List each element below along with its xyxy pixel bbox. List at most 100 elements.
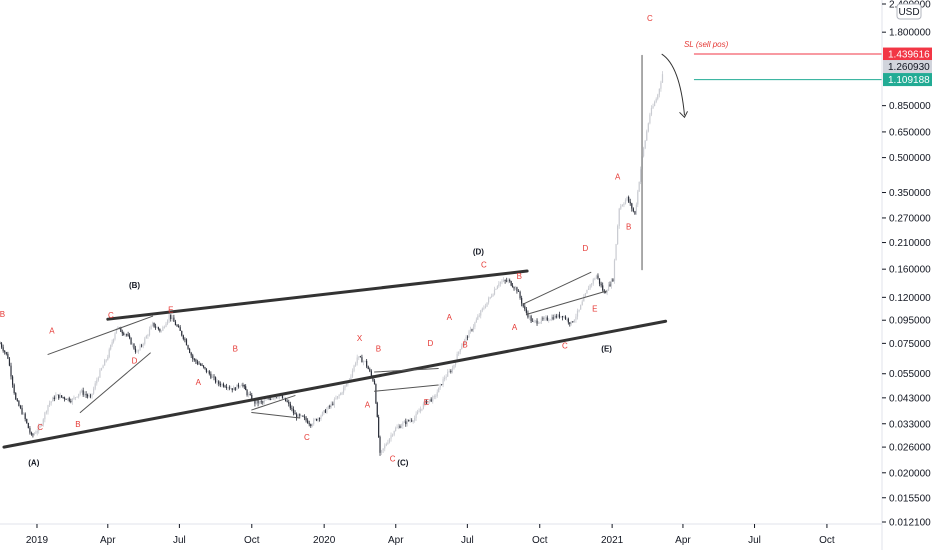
- candle-body: [47, 405, 49, 412]
- candle-body: [228, 387, 230, 389]
- candle-body: [620, 206, 622, 209]
- y-tick-label: 0.020000: [889, 468, 931, 479]
- candle-body: [10, 365, 12, 377]
- wave-label: B: [626, 222, 631, 231]
- x-axis[interactable]: 2019 Apr Jul Oct 2020 Apr Jul Oct 2021 Apr Jul Oct: [26, 524, 835, 546]
- candle-body: [587, 288, 590, 290]
- candle-body: [586, 289, 588, 294]
- candle-body: [327, 406, 329, 409]
- candle-body: [218, 381, 220, 384]
- y-tick-label: 0.055000: [889, 369, 931, 380]
- wave-label: (C): [397, 459, 408, 468]
- candle-body: [55, 394, 57, 399]
- candle-body: [602, 285, 604, 291]
- arrow-head: [679, 111, 688, 119]
- wave-label: A: [365, 400, 371, 409]
- candle-body: [450, 371, 452, 372]
- candle-body: [184, 338, 186, 340]
- candle-body: [246, 390, 248, 396]
- currency-badge[interactable]: USD: [896, 3, 922, 20]
- candle-body: [299, 414, 301, 416]
- candle-body: [242, 384, 244, 386]
- candle-body: [573, 319, 575, 323]
- candle-body: [584, 293, 586, 297]
- candle-body: [265, 399, 267, 401]
- candle-body: [86, 395, 89, 397]
- x-tick-label: Jul: [461, 535, 474, 546]
- wave-label: C: [481, 260, 487, 269]
- candle-body: [300, 415, 302, 417]
- candle-body: [598, 278, 601, 284]
- candle-body: [425, 400, 428, 404]
- candle-body: [308, 423, 310, 425]
- candle-body: [542, 318, 544, 320]
- candle-body: [403, 421, 405, 423]
- pattern-layer: [2, 53, 688, 449]
- candle-body: [5, 352, 7, 354]
- candle-body: [488, 298, 490, 303]
- candle-body: [408, 420, 410, 422]
- candle-body: [230, 388, 232, 390]
- trend-line: [374, 384, 439, 392]
- wave-label: A: [49, 326, 55, 335]
- candle-body: [329, 406, 331, 407]
- trend-line: [2, 319, 668, 449]
- trend-line: [374, 368, 439, 373]
- candle-body: [506, 280, 508, 282]
- candle-body: [58, 394, 60, 399]
- candle-body: [427, 400, 429, 404]
- candle-body: [375, 384, 377, 404]
- y-tick-label: 0.043000: [889, 393, 931, 404]
- candle-body: [338, 394, 340, 397]
- candle-body: [591, 283, 593, 285]
- candle-body: [393, 430, 395, 435]
- candle-body: [292, 409, 295, 414]
- candle-body: [589, 284, 591, 289]
- candle-body: [179, 327, 181, 331]
- price-tag-label: 1.109188: [888, 75, 930, 86]
- candle-body: [578, 309, 580, 311]
- candle-body: [24, 413, 26, 420]
- candle-body: [356, 357, 358, 364]
- projection-arrow: [661, 53, 686, 116]
- candle-body: [528, 316, 531, 318]
- candle-body: [144, 338, 146, 344]
- candle-body: [99, 370, 101, 378]
- candle-body: [631, 203, 633, 209]
- candle-body: [424, 400, 426, 404]
- candle-body: [418, 411, 420, 413]
- wave-label: X: [357, 334, 363, 343]
- candle-body: [359, 356, 361, 358]
- candle-body: [286, 401, 288, 402]
- x-tick-label: Oct: [819, 535, 835, 546]
- candle-body: [605, 292, 607, 294]
- candle-body: [623, 203, 625, 206]
- candle-body: [557, 314, 559, 318]
- candle-body: [192, 355, 194, 360]
- candle-body: [447, 372, 449, 377]
- candle-body: [478, 315, 480, 317]
- candle-body: [0, 343, 1, 345]
- candle-body: [29, 428, 31, 433]
- candle-body: [19, 405, 22, 409]
- candle-body: [402, 422, 404, 426]
- candle-body: [105, 359, 107, 361]
- candle-body: [406, 420, 408, 425]
- candle-body: [96, 380, 98, 384]
- candle-body: [248, 394, 250, 396]
- y-tick-label: 0.095000: [889, 316, 931, 327]
- candle-body: [196, 361, 199, 364]
- candle-body: [111, 342, 113, 346]
- price-tag-label: 1.260930: [888, 62, 930, 73]
- y-tick-label: 0.033000: [889, 419, 931, 430]
- candle-body: [499, 281, 502, 284]
- y-tick-label: 0.270000: [889, 213, 931, 224]
- candle-body: [254, 399, 256, 404]
- candle-body: [362, 361, 365, 363]
- candle-body: [555, 315, 557, 318]
- trend-line: [79, 352, 151, 414]
- candle-body: [366, 360, 368, 367]
- wave-label: A: [615, 172, 621, 181]
